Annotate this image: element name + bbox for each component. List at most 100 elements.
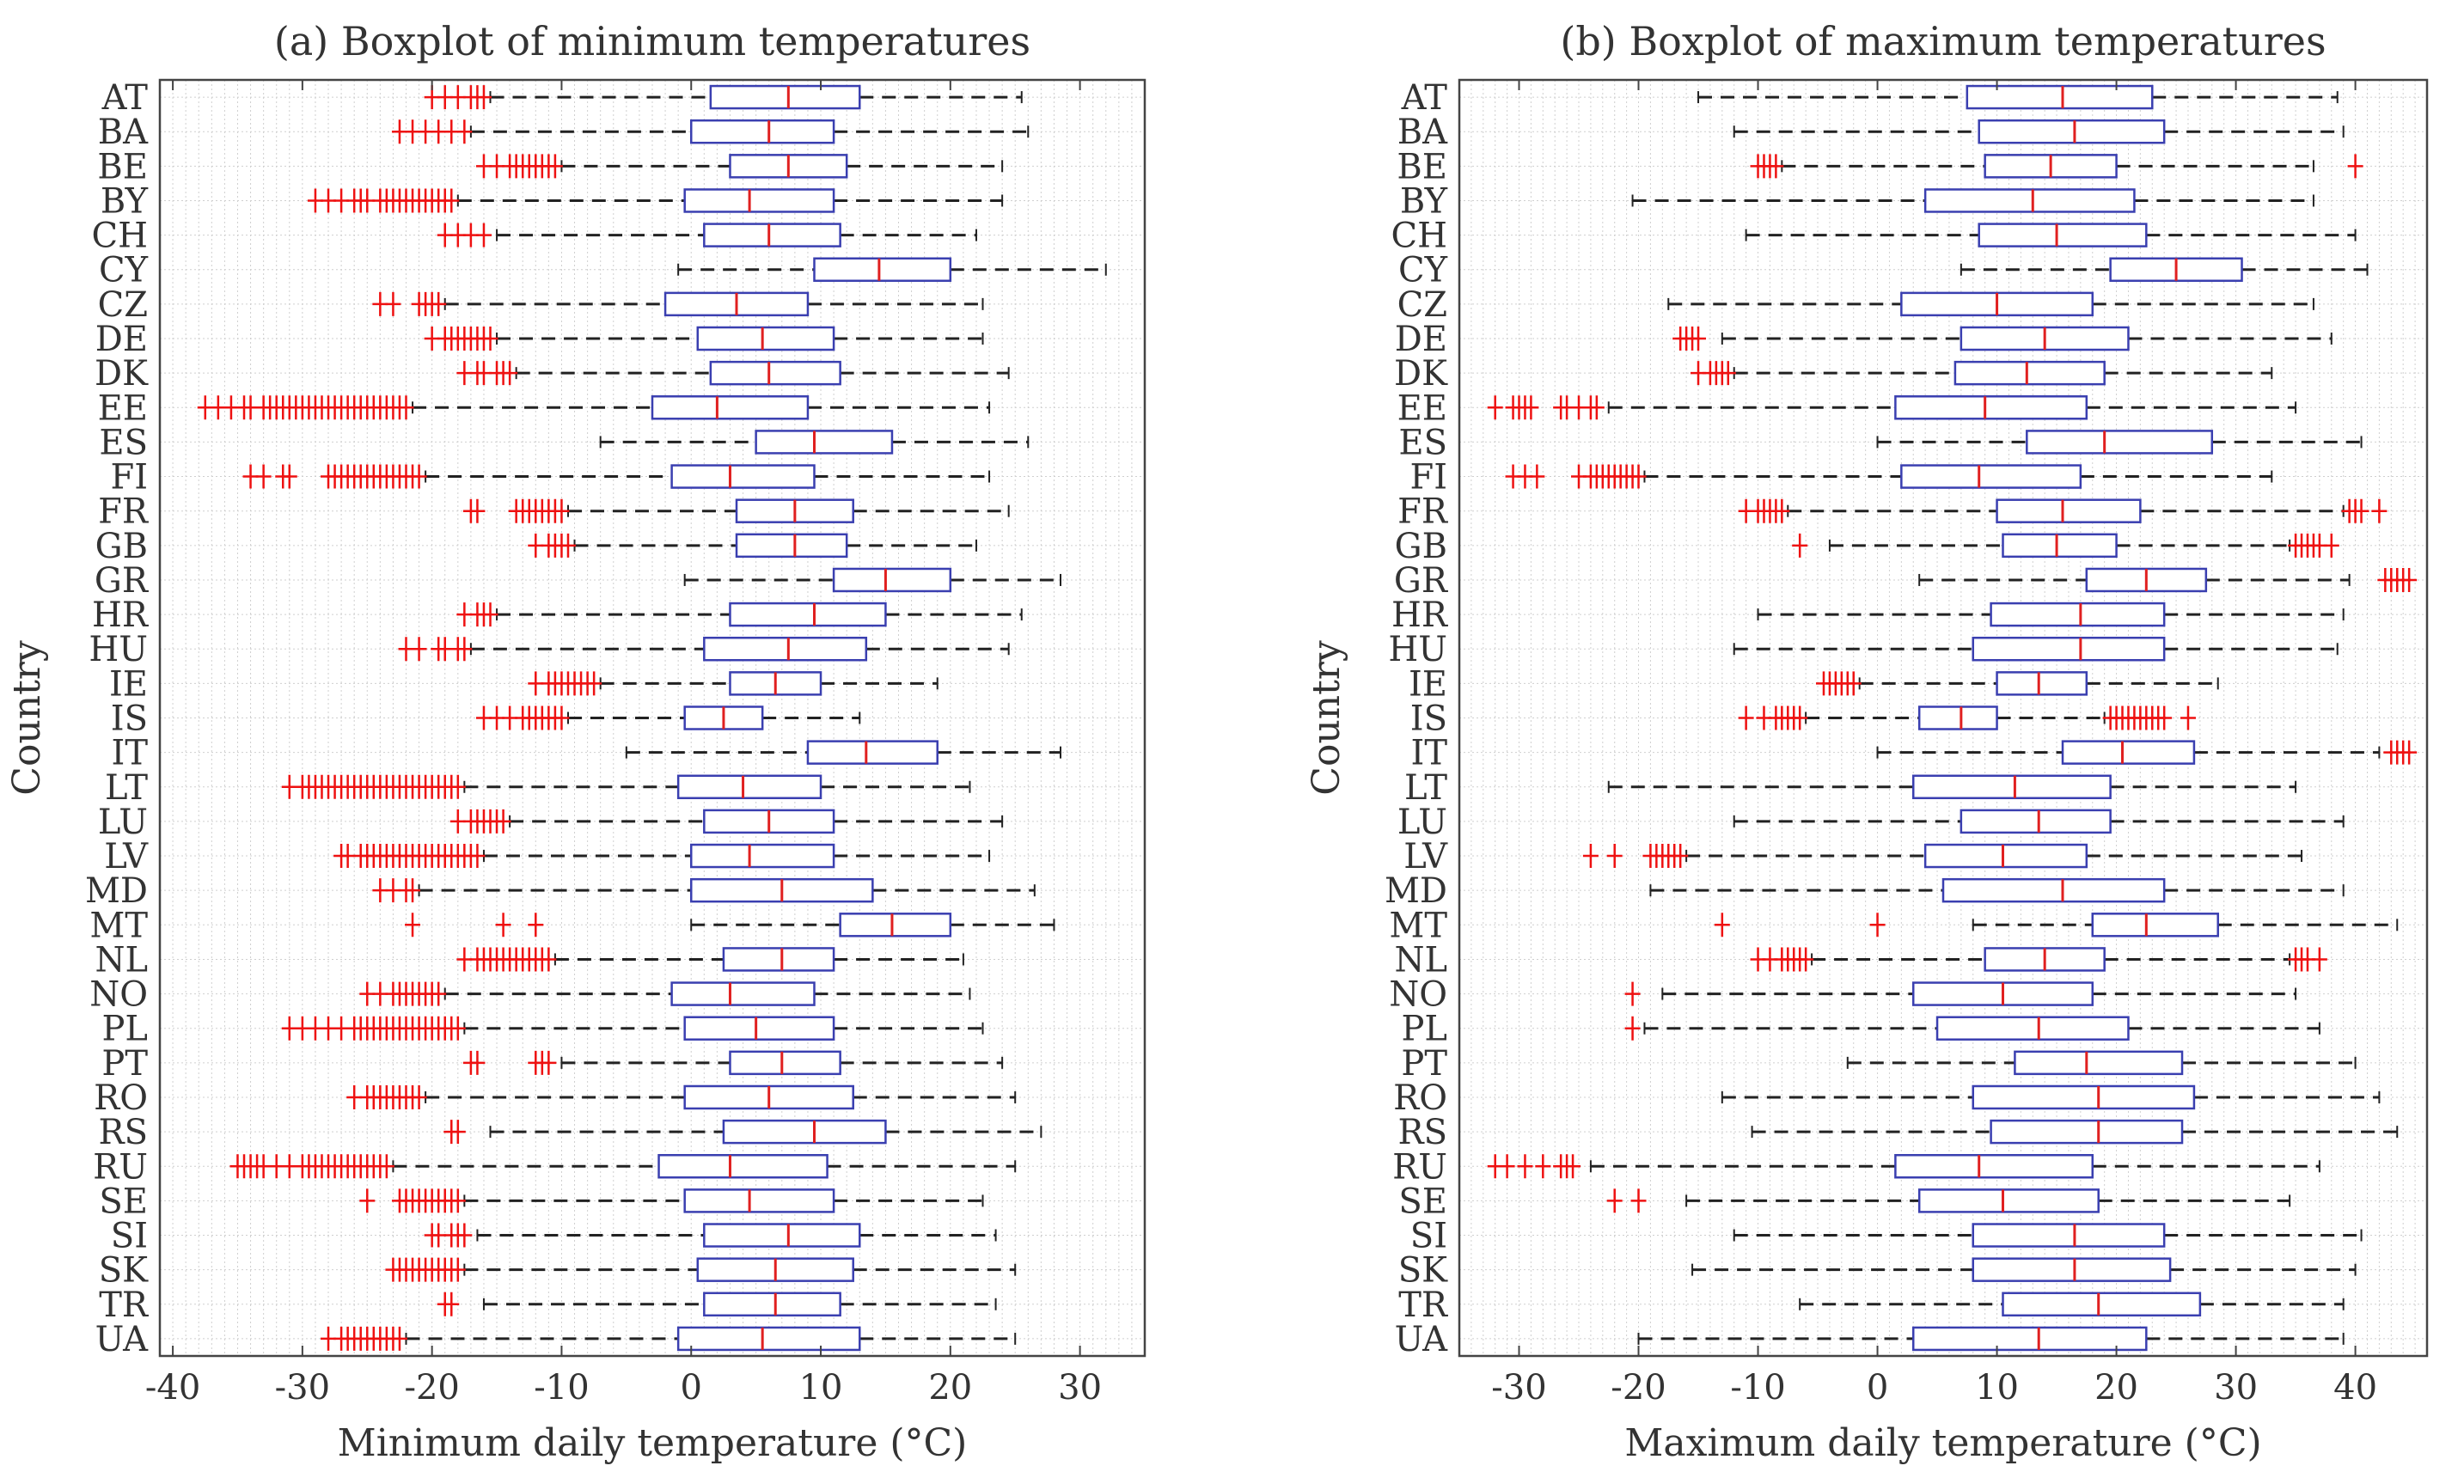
outlier-marker bbox=[321, 1016, 337, 1041]
category-label: BE bbox=[97, 147, 148, 186]
category-label: PL bbox=[102, 1010, 148, 1049]
x-axis-label: Minimum daily temperature (°C) bbox=[338, 1421, 968, 1465]
box-rs bbox=[1751, 1119, 2399, 1145]
box-iqr bbox=[1972, 1257, 2172, 1282]
outlier-marker bbox=[210, 395, 226, 420]
outlier-marker bbox=[1869, 913, 1886, 937]
outlier-marker bbox=[443, 1292, 460, 1316]
box-nl bbox=[1750, 947, 2327, 972]
category-label: FR bbox=[98, 492, 150, 532]
category-label: DE bbox=[95, 320, 148, 359]
outlier-marker bbox=[559, 533, 576, 558]
box-iqr bbox=[1894, 395, 2088, 420]
category-label: SK bbox=[1398, 1251, 1448, 1291]
box-ee bbox=[1487, 395, 2297, 420]
outlier-marker bbox=[281, 774, 297, 799]
category-label: LV bbox=[104, 837, 149, 876]
outlier-marker bbox=[469, 498, 486, 523]
outlier-marker bbox=[1774, 498, 1790, 523]
box-lv bbox=[333, 843, 991, 869]
box-is bbox=[475, 705, 861, 730]
box-iqr bbox=[670, 981, 816, 1006]
outlier-marker bbox=[431, 1223, 447, 1248]
outlier-marker bbox=[1845, 671, 1862, 696]
outlier-marker bbox=[1535, 1154, 1551, 1179]
category-label: CY bbox=[99, 251, 149, 290]
category-label: LU bbox=[1397, 803, 1447, 842]
box-pl bbox=[1624, 1016, 2320, 1041]
box-gr bbox=[1918, 567, 2418, 593]
outlier-marker bbox=[294, 1016, 310, 1041]
category-label: BY bbox=[101, 181, 149, 221]
box-at bbox=[1697, 84, 2339, 110]
outlier-marker bbox=[2353, 498, 2369, 523]
box-iqr bbox=[735, 533, 848, 559]
y-axis-label: Country bbox=[5, 640, 49, 796]
category-label: SE bbox=[99, 1182, 148, 1221]
category-label: HR bbox=[1391, 595, 1449, 635]
category-label: BE bbox=[1397, 147, 1447, 186]
outlier-marker bbox=[1630, 1188, 1647, 1213]
category-label: BA bbox=[1397, 113, 1448, 152]
x-tick-label: -30 bbox=[275, 1368, 330, 1408]
outlier-marker bbox=[1672, 844, 1689, 869]
category-label: FI bbox=[1409, 458, 1447, 498]
outlier-marker bbox=[1738, 705, 1754, 730]
box-iqr bbox=[755, 430, 894, 455]
box-pt bbox=[1846, 1050, 2357, 1076]
box-lv bbox=[1582, 843, 2303, 869]
x-tick-label: 40 bbox=[2333, 1368, 2377, 1408]
category-label: SI bbox=[1410, 1217, 1447, 1256]
box-iqr bbox=[2026, 430, 2214, 455]
box-iqr bbox=[1972, 1223, 2166, 1248]
box-iqr bbox=[709, 360, 841, 386]
outlier-marker bbox=[456, 361, 473, 386]
box-be bbox=[475, 154, 1004, 179]
category-label: MD bbox=[1385, 871, 1447, 911]
box-iqr bbox=[722, 947, 835, 972]
outlier-marker bbox=[449, 809, 466, 834]
category-label: DK bbox=[95, 354, 149, 394]
box-si bbox=[424, 1223, 997, 1248]
category-label: TR bbox=[99, 1286, 150, 1325]
outlier-marker bbox=[449, 1188, 466, 1213]
category-label: GR bbox=[1394, 561, 1449, 601]
outlier-marker bbox=[475, 705, 492, 730]
category-label: NO bbox=[89, 975, 148, 1015]
outlier-marker bbox=[2323, 533, 2339, 558]
box-iqr bbox=[1917, 705, 1998, 730]
outlier-marker bbox=[359, 188, 376, 213]
box-ba bbox=[391, 119, 1030, 144]
outlier-marker bbox=[528, 671, 544, 696]
outlier-marker bbox=[2156, 705, 2173, 730]
box-gb bbox=[1792, 533, 2339, 559]
box-fi bbox=[242, 464, 991, 489]
category-label: IS bbox=[1410, 699, 1447, 739]
outlier-marker bbox=[339, 844, 356, 869]
outlier-marker bbox=[449, 223, 466, 247]
outlier-marker bbox=[411, 464, 427, 489]
outlier-marker bbox=[449, 1120, 466, 1145]
box-iqr bbox=[1894, 1154, 2094, 1179]
category-label: PL bbox=[1402, 1010, 1447, 1049]
outlier-marker bbox=[307, 1016, 323, 1041]
box-iqr bbox=[1990, 602, 2166, 627]
category-label: NO bbox=[1389, 975, 1447, 1015]
box-iqr bbox=[1953, 360, 2106, 386]
box-iqr bbox=[806, 740, 939, 765]
x-tick-label: -10 bbox=[534, 1368, 589, 1408]
outlier-marker bbox=[482, 327, 498, 351]
outlier-marker bbox=[372, 878, 388, 903]
category-label: PT bbox=[101, 1044, 148, 1084]
category-label: LU bbox=[98, 803, 148, 842]
box-iqr bbox=[1972, 636, 2166, 662]
category-label: RS bbox=[1397, 1113, 1447, 1152]
box-tr bbox=[1799, 1292, 2345, 1317]
box-de bbox=[424, 326, 984, 351]
category-label: IT bbox=[112, 734, 149, 773]
category-label: GB bbox=[1395, 527, 1447, 566]
box-iqr bbox=[1990, 1119, 2184, 1145]
category-label: MT bbox=[1389, 906, 1447, 945]
outlier-marker bbox=[1588, 395, 1605, 420]
x-tick-label: -20 bbox=[404, 1368, 459, 1408]
